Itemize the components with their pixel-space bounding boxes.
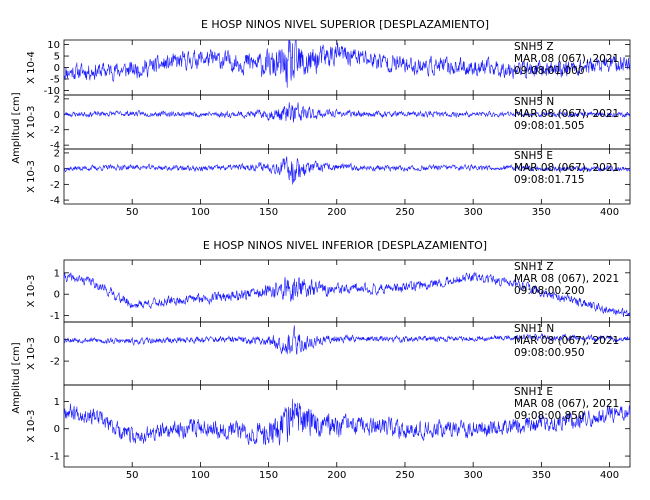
ytick-label-0-0-0: 10 [47, 40, 60, 51]
xtick-label-0-0: 50 [126, 207, 139, 218]
ytick-label-1-1-1: -2 [50, 357, 60, 368]
ytick-label-1-1-0: 0 [54, 335, 60, 346]
ytick-label-1-0-0: 1 [54, 268, 60, 279]
station-label-1-2: SNH1 E [514, 386, 553, 398]
xtick-label-0-5: 300 [464, 207, 483, 218]
scale-label-1-1: X 10-3 [26, 337, 37, 370]
time-label-0-2: 09:08:01.715 [514, 174, 585, 186]
xtick-label-0-1: 100 [191, 207, 210, 218]
ytick-label-1-0-2: -1 [50, 311, 60, 322]
panel-frame-1-2 [63, 384, 631, 468]
scale-label-0-1: X 10-3 [26, 106, 37, 139]
waveform-0-0 [63, 39, 631, 88]
xtick-label-1-7: 400 [600, 470, 619, 481]
xtick-label-0-6: 350 [532, 207, 551, 218]
xtick-label-0-7: 400 [600, 207, 619, 218]
scale-label-1-2: X 10-3 [26, 410, 37, 443]
panel-frame-0-2 [63, 148, 631, 205]
station-label-0-1: SNH5 N [514, 96, 554, 108]
xtick-label-0-2: 150 [259, 207, 278, 218]
ytick-label-1-0-1: 0 [54, 290, 60, 301]
xtick-label-1-3: 200 [327, 470, 346, 481]
date-label-0-1: MAR 08 (067), 2021 [514, 108, 619, 120]
ytick-label-1-2-2: -1 [50, 452, 60, 463]
ytick-label-0-0-4: -10 [44, 86, 60, 97]
ytick-label-0-1-2: -2 [50, 125, 60, 136]
xtick-label-1-6: 350 [532, 470, 551, 481]
ytick-label-0-2-3: -4 [50, 196, 60, 207]
ytick-label-0-2-1: 0 [54, 164, 60, 175]
xtick-label-1-5: 300 [464, 470, 483, 481]
ylabel-superior: Amplitud [cm] [11, 92, 22, 163]
station-label-0-0: SNH5 Z [514, 41, 554, 53]
date-label-0-0: MAR 08 (067), 2021 [514, 53, 619, 65]
xtick-label-1-1: 100 [191, 470, 210, 481]
ytick-label-0-0-2: 0 [54, 63, 60, 74]
date-label-1-1: MAR 08 (067), 2021 [514, 335, 619, 347]
waveform-0-2 [63, 156, 631, 185]
ylabel-inferior: Amplitud [cm] [11, 342, 22, 413]
time-label-0-1: 09:08:01.505 [514, 120, 585, 132]
waveform-1-1 [63, 325, 631, 355]
chart-title-inferior: E HOSP NINOS NIVEL INFERIOR [DESPLAZAMIE… [203, 239, 487, 252]
time-label-1-0: 09:08:00.200 [514, 285, 585, 297]
time-label-0-0: 09:08:01.000 [514, 65, 585, 77]
chart-title-superior: E HOSP NINOS NIVEL SUPERIOR [DESPLAZAMIE… [201, 18, 489, 31]
waveform-1-0 [63, 271, 631, 317]
date-label-0-2: MAR 08 (067), 2021 [514, 162, 619, 174]
waveform-0-1 [63, 102, 631, 123]
time-label-1-2: 09:08:00.850 [514, 410, 585, 422]
station-label-0-2: SNH5 E [514, 150, 553, 162]
xtick-label-1-4: 250 [395, 470, 414, 481]
scale-label-0-2: X 10-3 [26, 160, 37, 193]
xtick-label-0-4: 250 [395, 207, 414, 218]
station-label-1-1: SNH1 N [514, 323, 554, 335]
xtick-label-1-2: 150 [259, 470, 278, 481]
date-label-1-0: MAR 08 (067), 2021 [514, 273, 619, 285]
ytick-label-0-0-1: 5 [54, 52, 60, 63]
ytick-label-0-2-2: -2 [50, 180, 60, 191]
scale-label-1-0: X 10-3 [26, 275, 37, 308]
ytick-label-0-1-0: 2 [54, 94, 60, 105]
waveform-1-2 [63, 398, 631, 446]
ytick-label-1-2-0: 1 [54, 397, 60, 408]
ytick-label-1-2-1: 0 [54, 424, 60, 435]
ytick-label-0-2-0: 2 [54, 148, 60, 159]
xtick-label-0-3: 200 [327, 207, 346, 218]
date-label-1-2: MAR 08 (067), 2021 [514, 398, 619, 410]
ytick-label-0-0-3: -5 [50, 74, 60, 85]
station-label-1-0: SNH1 Z [514, 261, 554, 273]
ytick-label-0-1-3: -4 [50, 141, 60, 152]
scale-label-0-0: X 10-4 [26, 51, 37, 84]
ytick-label-0-1-1: 0 [54, 110, 60, 121]
xtick-label-1-0: 50 [126, 470, 139, 481]
time-label-1-1: 09:08:00.950 [514, 347, 585, 359]
